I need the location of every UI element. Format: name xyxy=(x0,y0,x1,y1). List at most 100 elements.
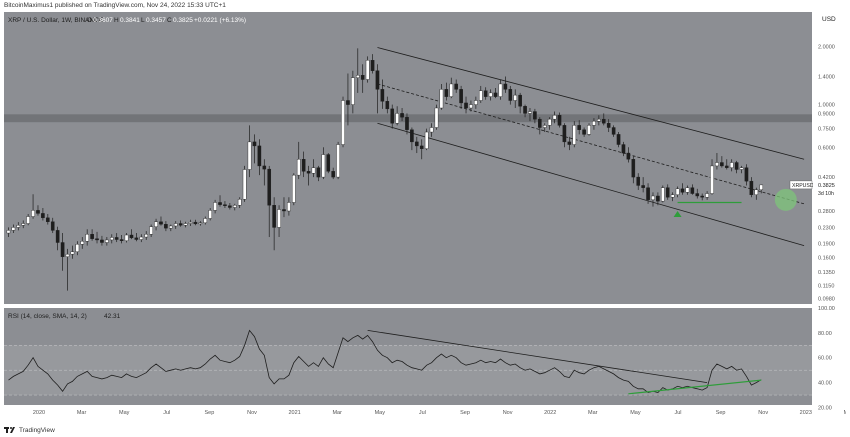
candle xyxy=(572,121,577,148)
candle-body xyxy=(109,237,114,241)
candle-body xyxy=(410,129,414,143)
candle-body xyxy=(351,77,355,105)
candle xyxy=(154,218,158,231)
candle-body xyxy=(582,129,586,135)
candle xyxy=(729,159,734,172)
candle-body xyxy=(478,90,483,101)
price-tick-label: 0.2800 xyxy=(818,209,835,215)
candle xyxy=(380,79,385,109)
candle-body xyxy=(129,234,134,239)
candle xyxy=(439,83,444,110)
price-tick-label: 0.2300 xyxy=(818,225,835,231)
candle xyxy=(341,96,345,148)
candle-body xyxy=(641,185,645,188)
candle xyxy=(680,183,685,195)
candle-body xyxy=(287,202,291,212)
candle-body xyxy=(493,92,498,97)
candle xyxy=(734,160,739,174)
candle-body xyxy=(552,115,557,120)
candle-body xyxy=(341,100,345,145)
price-axis[interactable] xyxy=(812,12,846,304)
candle-body xyxy=(80,241,85,245)
candle-body xyxy=(631,159,636,178)
candle-body xyxy=(296,159,301,176)
rsi-tick-label: 100.00 xyxy=(818,306,835,312)
candle-body xyxy=(464,102,468,109)
candle-body xyxy=(173,223,178,227)
candle xyxy=(316,165,321,182)
candle xyxy=(26,214,30,226)
candle-body xyxy=(695,193,700,197)
candle xyxy=(277,205,281,238)
candle xyxy=(493,87,498,99)
candle xyxy=(336,141,340,180)
candle xyxy=(65,248,70,291)
candle-body xyxy=(759,184,764,191)
candle xyxy=(208,208,212,221)
time-tick-label: Nov xyxy=(758,410,768,416)
candle-body xyxy=(70,251,75,255)
candle xyxy=(449,77,454,99)
price-pane[interactable] xyxy=(4,12,812,304)
candle xyxy=(562,123,567,148)
candle xyxy=(242,165,247,202)
candle-body xyxy=(183,223,188,226)
candle-body xyxy=(474,100,478,105)
candle xyxy=(326,153,331,174)
candle-body xyxy=(705,193,709,198)
candle xyxy=(533,108,537,124)
time-tick-label: 2020 xyxy=(33,410,45,416)
candle xyxy=(21,220,26,229)
candle xyxy=(459,85,463,109)
candle-body xyxy=(675,188,680,195)
candle-body xyxy=(385,101,390,110)
time-tick-label: May xyxy=(119,410,130,416)
candle-body xyxy=(36,210,40,214)
ohlc-low-label: L xyxy=(141,17,145,24)
candle-body xyxy=(562,125,567,143)
candle xyxy=(355,48,360,93)
candle-body xyxy=(754,189,759,195)
candle-body xyxy=(277,209,281,228)
candle-body xyxy=(419,145,424,149)
candle-body xyxy=(90,234,94,239)
ohlc-close-value: 0.3825 xyxy=(173,17,193,24)
candle-body xyxy=(60,242,65,257)
rsi-tick-label: 60.00 xyxy=(818,356,832,362)
candle-body xyxy=(360,75,365,80)
candle-body xyxy=(380,89,385,102)
footer[interactable]: TradingView xyxy=(4,424,55,436)
candle-body xyxy=(6,230,11,234)
candle xyxy=(434,104,439,130)
chart-frame[interactable]: XRP / U.S. Dollar, 1W, BINANCE O 0.3607 … xyxy=(4,12,846,423)
rsi-axis[interactable] xyxy=(812,308,846,405)
candle xyxy=(444,82,449,101)
candle xyxy=(601,113,606,126)
candle xyxy=(159,216,163,226)
candle xyxy=(557,112,562,128)
candle xyxy=(538,117,542,135)
candle-body xyxy=(729,162,734,168)
candle xyxy=(518,92,522,114)
candle-body xyxy=(223,204,227,206)
candle-body xyxy=(154,221,158,227)
candle-body xyxy=(257,145,262,167)
time-tick-label: May xyxy=(630,410,641,416)
candle xyxy=(695,188,700,199)
candle xyxy=(582,127,586,137)
candle-body xyxy=(429,127,434,133)
time-axis[interactable] xyxy=(4,405,846,423)
price-badge xyxy=(813,180,846,189)
candle xyxy=(547,117,552,130)
candle xyxy=(365,56,370,83)
candle xyxy=(587,123,591,136)
candle-body xyxy=(272,205,276,228)
candle-body xyxy=(242,169,247,200)
candle xyxy=(203,216,208,225)
candle xyxy=(173,221,178,229)
candle-body xyxy=(188,221,193,224)
channel-middle-line xyxy=(377,83,805,205)
candle-body xyxy=(124,234,129,241)
candle-body xyxy=(454,83,458,90)
time-tick-label: Sep xyxy=(716,410,726,416)
